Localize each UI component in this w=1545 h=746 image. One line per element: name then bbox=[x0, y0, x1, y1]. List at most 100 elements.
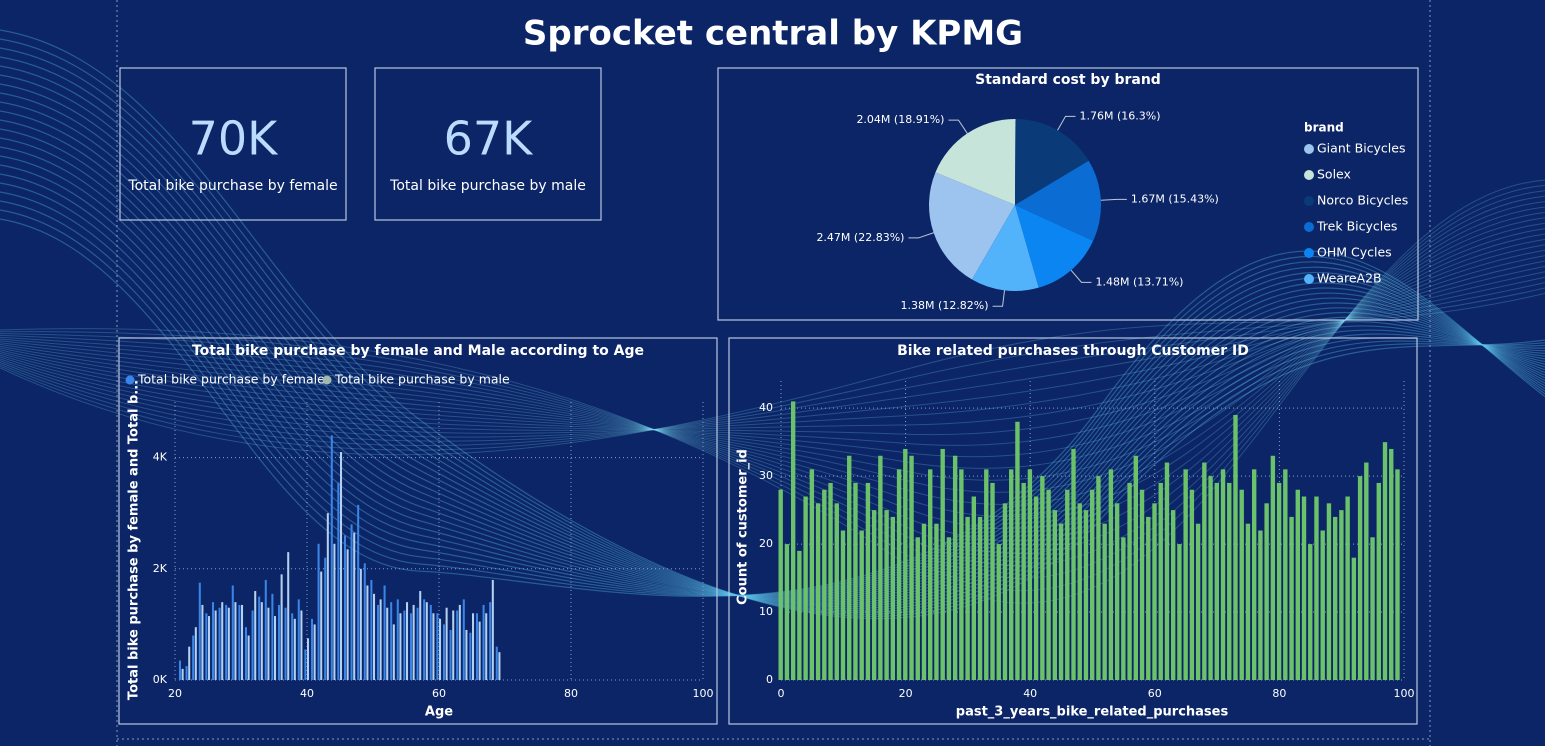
bar bbox=[1332, 516, 1338, 680]
bar bbox=[921, 523, 927, 680]
bar bbox=[797, 550, 802, 680]
bar bbox=[859, 530, 864, 680]
bar bbox=[498, 652, 501, 680]
bar bbox=[234, 602, 237, 680]
wave-line bbox=[0, 164, 1545, 597]
bar bbox=[1071, 448, 1076, 680]
y-tick-label: 0K bbox=[153, 673, 168, 686]
bar bbox=[370, 579, 373, 680]
wave-line bbox=[0, 265, 1545, 434]
bar bbox=[1102, 523, 1107, 680]
bar bbox=[412, 604, 415, 680]
bar bbox=[996, 544, 1001, 680]
card-frame bbox=[119, 67, 347, 221]
bar bbox=[297, 599, 300, 680]
bar bbox=[194, 627, 197, 680]
bar bbox=[1289, 516, 1294, 680]
wave-line bbox=[0, 146, 1545, 599]
bar bbox=[449, 629, 452, 680]
leader-line bbox=[1057, 115, 1076, 131]
leader-line bbox=[948, 119, 968, 134]
bar bbox=[1183, 469, 1188, 680]
bar bbox=[1114, 503, 1120, 680]
bar bbox=[363, 563, 366, 680]
bar bbox=[485, 613, 488, 680]
bar bbox=[192, 635, 195, 680]
bar bbox=[495, 646, 498, 680]
bar bbox=[1339, 510, 1344, 680]
bar bbox=[1314, 496, 1319, 680]
bar bbox=[1158, 482, 1163, 680]
bar bbox=[343, 535, 346, 680]
wave-line bbox=[0, 244, 1545, 458]
x-tick-label: 20 bbox=[168, 687, 182, 700]
bar bbox=[317, 543, 320, 680]
bar bbox=[1364, 462, 1369, 680]
bar bbox=[871, 510, 877, 680]
data-label: 1.67M (15.43%) bbox=[1131, 192, 1219, 205]
bar bbox=[254, 591, 257, 680]
y-tick-label: 20 bbox=[759, 537, 773, 550]
bar bbox=[1202, 462, 1207, 680]
wave-line bbox=[0, 249, 1545, 446]
bar bbox=[1077, 503, 1082, 680]
bar bbox=[1195, 523, 1201, 680]
bar bbox=[409, 613, 412, 680]
bar bbox=[809, 469, 815, 680]
bar bbox=[373, 593, 376, 680]
bar bbox=[353, 532, 356, 680]
bar bbox=[489, 602, 492, 680]
legend-swatch bbox=[125, 375, 135, 385]
x-tick-label: 40 bbox=[1023, 687, 1037, 700]
chart-title: Standard cost by brand bbox=[975, 72, 1161, 88]
bar bbox=[326, 513, 329, 680]
pie-slice bbox=[1015, 119, 1089, 205]
bar bbox=[1270, 455, 1276, 680]
bar bbox=[307, 638, 310, 680]
bar bbox=[1052, 510, 1058, 680]
bar bbox=[251, 610, 254, 680]
legend-label: Trek Bicycles bbox=[1316, 219, 1397, 234]
y-axis-label: Count of customer_id bbox=[736, 449, 751, 605]
bar bbox=[293, 618, 296, 680]
card-frame bbox=[374, 67, 602, 221]
bar bbox=[284, 607, 287, 680]
wave-line bbox=[0, 292, 1545, 456]
bar bbox=[221, 602, 224, 680]
bar bbox=[1083, 510, 1089, 680]
wave-line bbox=[0, 255, 1545, 436]
legend-swatch bbox=[1304, 248, 1314, 258]
wave-line bbox=[0, 56, 1545, 613]
chart-title: Bike related purchases through Customer … bbox=[897, 343, 1249, 359]
bar bbox=[1295, 489, 1300, 680]
y-tick-label: 2K bbox=[153, 562, 168, 575]
bar bbox=[478, 621, 481, 680]
bar bbox=[1301, 496, 1307, 680]
data-label: 1.48M (13.71%) bbox=[1095, 275, 1183, 288]
data-label: 1.76M (16.3%) bbox=[1079, 109, 1160, 122]
wave-line bbox=[0, 182, 1545, 597]
bar bbox=[396, 599, 399, 680]
bar bbox=[241, 604, 244, 680]
legend-label: Total bike purchase by male bbox=[334, 372, 510, 387]
legend-swatch bbox=[1304, 274, 1314, 284]
bar bbox=[469, 632, 472, 680]
bar bbox=[238, 604, 241, 680]
bar bbox=[915, 537, 920, 680]
bar bbox=[277, 604, 280, 680]
bar bbox=[977, 516, 983, 680]
bar bbox=[1058, 523, 1064, 680]
bar bbox=[376, 604, 379, 680]
bar bbox=[790, 401, 796, 680]
bar bbox=[218, 607, 221, 680]
bar bbox=[205, 613, 208, 680]
wave-line bbox=[0, 287, 1545, 451]
bar bbox=[324, 557, 327, 680]
bar bbox=[784, 544, 790, 680]
bar bbox=[425, 602, 428, 680]
age-panel bbox=[118, 337, 718, 725]
legend-swatch bbox=[1304, 196, 1314, 206]
pie-slice bbox=[1015, 205, 1094, 288]
bar bbox=[392, 624, 395, 680]
bar bbox=[227, 607, 230, 680]
